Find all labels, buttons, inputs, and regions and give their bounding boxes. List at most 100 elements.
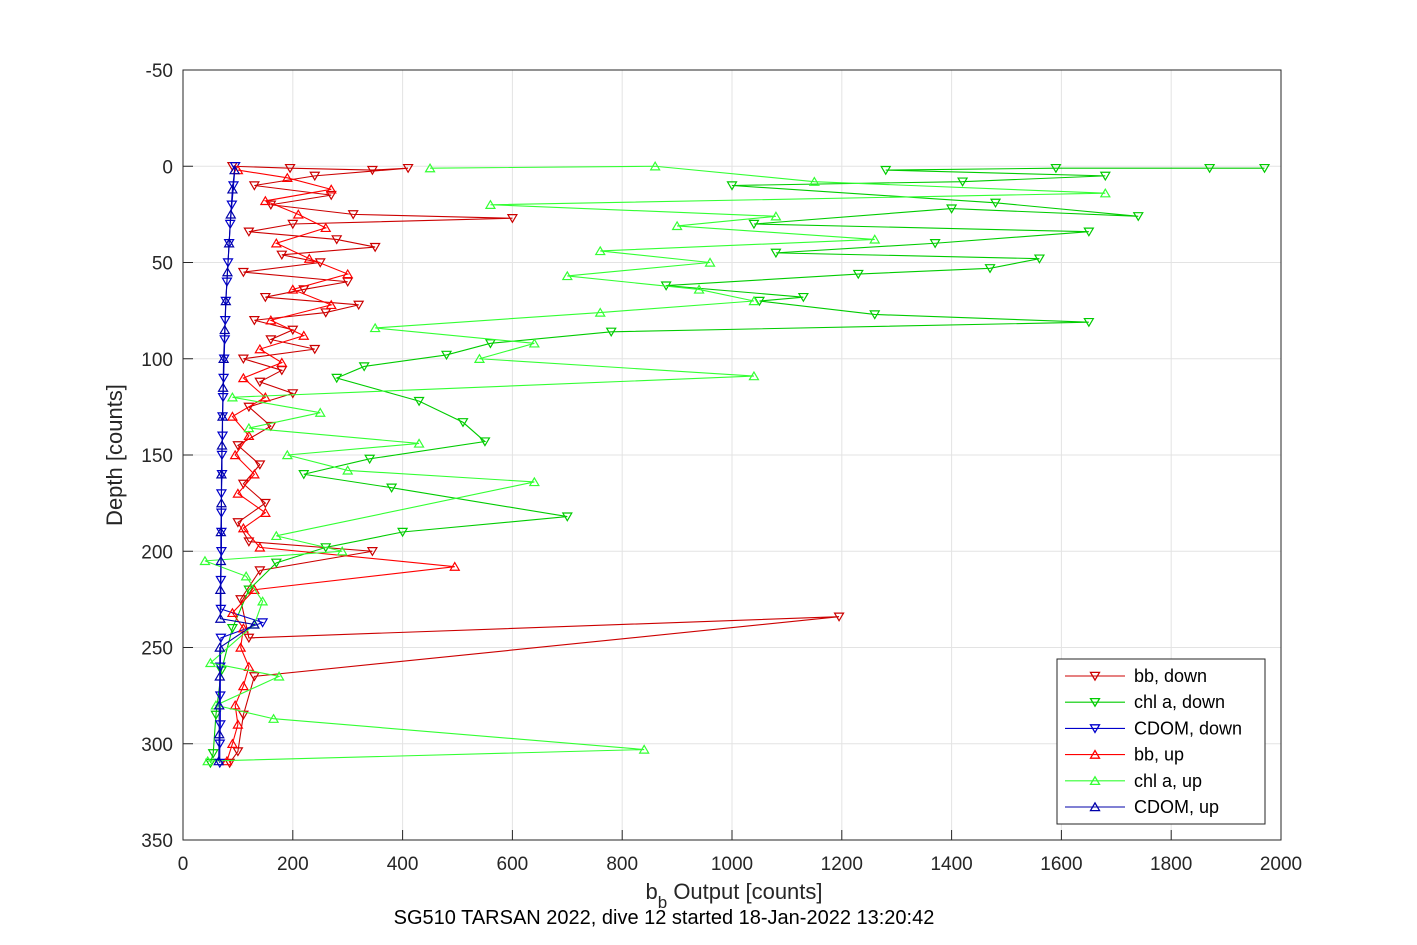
data-point [217, 382, 229, 392]
data-point [561, 270, 573, 281]
series-line [229, 165, 840, 764]
data-point [224, 758, 236, 769]
data-point [331, 235, 343, 245]
data-point [276, 357, 288, 367]
data-point [254, 343, 266, 354]
x-tick-label: 1800 [1150, 854, 1192, 875]
data-point [281, 449, 293, 460]
data-point [753, 296, 765, 307]
y-tick-label: 0 [162, 157, 173, 178]
data-point [232, 488, 244, 498]
data-point [248, 469, 260, 479]
legend-label: CDOM, up [1134, 797, 1219, 817]
data-point [386, 483, 398, 493]
data-point [325, 184, 337, 194]
y-tick-label: 350 [141, 831, 173, 852]
data-point [265, 421, 277, 432]
data-point [605, 327, 617, 338]
data-point [215, 555, 227, 566]
data-point [215, 666, 227, 676]
legend-item: CDOM, down [1065, 718, 1242, 738]
x-axis-label-base: b [645, 879, 657, 904]
x-tick-label: 1600 [1040, 854, 1082, 875]
data-point [237, 372, 249, 383]
data-point [216, 411, 229, 421]
data-point [1099, 171, 1111, 182]
legend-box [1056, 658, 1266, 825]
data-point [528, 338, 540, 348]
data-point [259, 195, 271, 206]
data-point [869, 234, 881, 244]
data-point [210, 710, 222, 721]
series-3 [221, 164, 461, 766]
legend-marker [1089, 671, 1101, 682]
data-point [325, 299, 337, 310]
data-point [214, 671, 226, 681]
data-point [223, 238, 235, 248]
data-point [259, 292, 271, 303]
x-axis-label: bb Output [counts] [645, 879, 822, 912]
data-point [594, 307, 606, 317]
data-point [237, 267, 249, 278]
data-point [561, 512, 573, 522]
x-axis-label-rest: Output [counts] [667, 879, 822, 904]
legend-marker [1089, 724, 1101, 734]
data-point [220, 295, 232, 306]
data-point [638, 744, 650, 754]
data-point [257, 618, 269, 628]
data-point [309, 171, 321, 182]
legend-item: chl a, up [1065, 771, 1202, 791]
data-point [270, 238, 282, 248]
data-point [221, 266, 234, 277]
data-point [218, 353, 230, 363]
data-point [287, 284, 299, 294]
legend-item: bb, up [1065, 745, 1184, 765]
data-point [215, 633, 227, 644]
data-point [364, 454, 376, 465]
data-point [649, 161, 661, 171]
data-point [257, 596, 269, 606]
y-tick-label: 100 [141, 350, 173, 371]
x-tick-label: 400 [387, 854, 419, 875]
data-point [748, 370, 760, 381]
data-point [528, 476, 540, 487]
data-point [671, 220, 683, 231]
data-point [506, 214, 518, 224]
series-0 [224, 162, 845, 769]
y-tick-label: 50 [152, 254, 173, 275]
data-point [298, 470, 310, 480]
data-point [213, 728, 225, 739]
data-point [748, 295, 760, 306]
data-point [1258, 163, 1271, 174]
data-point [215, 497, 227, 508]
data-point [331, 373, 343, 384]
data-point [1204, 163, 1216, 174]
chart-subtitle: SG510 TARSAN 2022, dive 12 started 18-Ja… [394, 907, 935, 929]
y-axis-label: Depth [counts] [102, 384, 127, 526]
data-point [726, 181, 738, 191]
series-4 [199, 161, 1111, 766]
data-point [229, 164, 241, 175]
data-point [292, 209, 304, 219]
data-point [213, 700, 225, 710]
data-point [424, 162, 436, 173]
data-point [243, 402, 255, 413]
data-point [704, 257, 716, 267]
data-point [243, 633, 255, 644]
data-point [235, 595, 247, 605]
data-point [229, 449, 241, 460]
data-point [1132, 212, 1144, 222]
data-point [797, 292, 809, 303]
data-point [259, 498, 271, 509]
x-tick-label: 200 [277, 854, 309, 875]
data-point [833, 612, 845, 622]
data-point [202, 755, 214, 766]
data-point [946, 204, 958, 214]
data-point [1099, 187, 1111, 198]
data-point [484, 199, 496, 209]
series-5 [213, 164, 260, 766]
data-point [248, 672, 260, 682]
data-point [237, 680, 249, 691]
data-point [1050, 163, 1062, 174]
data-point [287, 325, 299, 336]
